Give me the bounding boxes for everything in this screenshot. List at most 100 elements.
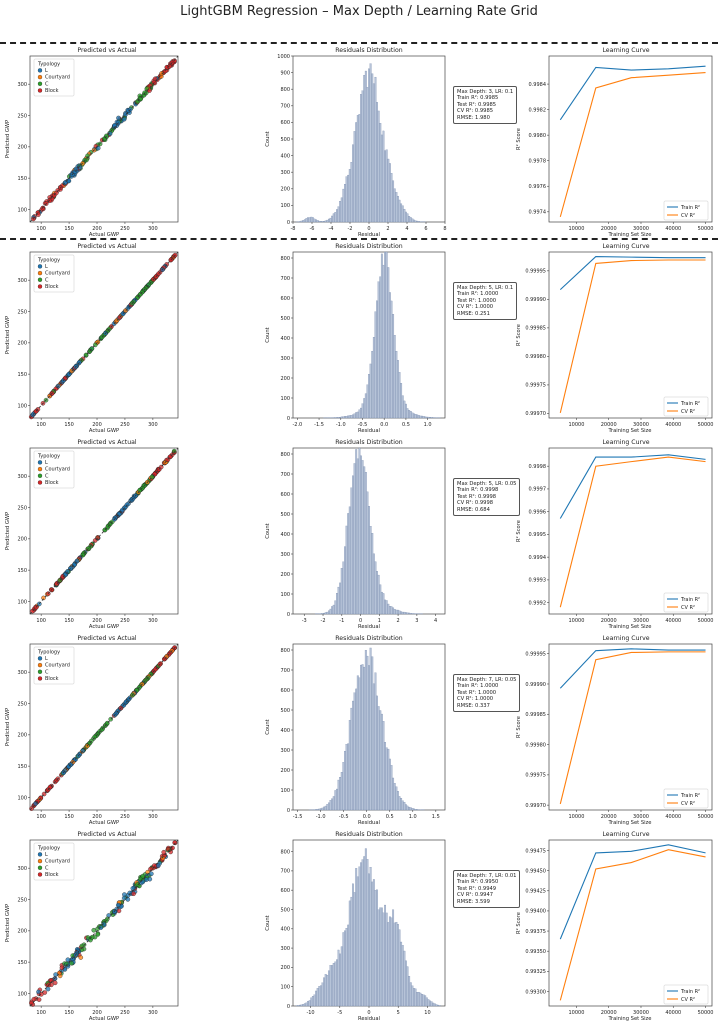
histogram-bar bbox=[299, 1004, 301, 1007]
scatter-y-tick-label: 150 bbox=[17, 960, 27, 966]
histogram-x-tick-label: 1.0 bbox=[424, 422, 432, 428]
scatter-y-tick-label: 300 bbox=[17, 866, 27, 872]
histogram-bar bbox=[364, 70, 367, 223]
legend-marker-courtyard bbox=[37, 662, 43, 668]
histogram-bar bbox=[419, 992, 422, 1007]
metric-line: Train R²: 0.9950 bbox=[457, 879, 499, 886]
legend-entry: Train R² bbox=[680, 597, 700, 603]
histogram-bar bbox=[377, 706, 380, 811]
panel-title: Learning Curve bbox=[602, 635, 649, 642]
histogram-bar bbox=[321, 221, 324, 223]
cv-r2-line bbox=[559, 651, 706, 805]
scatter-x-tick-label: 200 bbox=[92, 226, 102, 232]
learning-curve-y-tick-label: 0.99995 bbox=[525, 651, 546, 657]
panel-title: Residuals Distribution bbox=[335, 635, 402, 642]
histogram-bar bbox=[371, 881, 374, 1007]
histogram-bar bbox=[360, 862, 362, 1007]
legend-marker-l bbox=[37, 460, 43, 465]
scatter-x-tick-label: 300 bbox=[148, 618, 158, 624]
learning-curve-x-tick-label: 50000 bbox=[698, 618, 714, 624]
scatter-x-tick-label: 150 bbox=[64, 422, 74, 428]
histogram-bar bbox=[393, 783, 396, 811]
histogram-bar bbox=[400, 798, 403, 811]
scatter-point bbox=[101, 921, 107, 927]
histogram-bar bbox=[403, 611, 406, 615]
y-axis-label: R² Score bbox=[516, 520, 522, 542]
model-metrics-box: Max Depth: 7, LR: 0.05 Train R²: 1.0000 Te… bbox=[453, 674, 521, 713]
histogram-bar bbox=[305, 1002, 308, 1007]
histogram-bar bbox=[299, 221, 301, 223]
scatter-plot-frame bbox=[29, 55, 179, 223]
histogram-bar bbox=[424, 995, 427, 1007]
histogram-bar bbox=[400, 941, 403, 1007]
histogram-bar bbox=[395, 609, 398, 615]
histogram-bar bbox=[421, 994, 423, 1007]
learning-curve-x-tick-label: 40000 bbox=[665, 1010, 681, 1016]
histogram-bar bbox=[395, 351, 398, 419]
scatter-point bbox=[73, 166, 79, 172]
y-axis-label: Count bbox=[265, 719, 271, 734]
histogram-bar bbox=[350, 162, 353, 223]
histogram-y-tick-label: 800 bbox=[280, 256, 290, 262]
learning-curve-legend: Train R² CV R² bbox=[663, 592, 709, 613]
histogram-bar bbox=[385, 912, 388, 1007]
legend-marker-block bbox=[37, 480, 43, 485]
learning-curve-x-tick-label: 20000 bbox=[601, 814, 617, 820]
metric-line: Max Depth: 5, LR: 0.05 bbox=[457, 481, 517, 487]
scatter-point bbox=[144, 877, 149, 882]
histogram-bar bbox=[342, 762, 345, 811]
scatter-point bbox=[78, 955, 84, 960]
learning-curve-y-tick-label: 0.99970 bbox=[525, 803, 546, 809]
histogram-bar bbox=[369, 647, 372, 811]
histogram-bar bbox=[409, 613, 412, 615]
histogram-bar bbox=[364, 393, 367, 419]
predicted-vs-actual-chart: Predicted vs Actual 100 150 200 250 300 100 150… bbox=[5, 243, 179, 434]
histogram-bar bbox=[405, 804, 407, 811]
learning-curve-legend: Train R² CV R² bbox=[663, 788, 709, 809]
y-axis-label: Predicted GWP bbox=[5, 904, 11, 942]
learning-curve-x-tick-label: 50000 bbox=[698, 422, 714, 428]
histogram-bar bbox=[413, 808, 415, 811]
panel-title: Learning Curve bbox=[602, 47, 649, 54]
x-axis-label: Training Set Size bbox=[608, 232, 652, 238]
histogram-x-tick-label: -8 bbox=[291, 226, 296, 232]
histogram-bar bbox=[356, 458, 359, 615]
legend-title: Typology bbox=[37, 258, 60, 264]
histogram-y-tick-label: 500 bbox=[280, 907, 290, 913]
learning-curve-y-tick-label: 0.99990 bbox=[525, 682, 546, 688]
histogram-bar bbox=[409, 807, 412, 811]
histogram-bar bbox=[384, 904, 387, 1007]
train-r2-line bbox=[559, 648, 706, 689]
histogram-bar bbox=[387, 748, 390, 811]
scatter-y-tick-label: 200 bbox=[17, 341, 27, 347]
histogram-x-tick-label: -1.5 bbox=[293, 814, 303, 820]
histogram-bar bbox=[324, 612, 327, 615]
histogram-x-tick-label: 4 bbox=[434, 618, 437, 624]
scatter-point bbox=[95, 932, 101, 937]
histogram-bar bbox=[379, 584, 382, 615]
histogram-bar bbox=[326, 974, 329, 1007]
histogram-bar bbox=[342, 188, 345, 223]
histogram-bar bbox=[345, 176, 348, 223]
histogram-bar bbox=[385, 600, 388, 615]
learning-curve-y-tick-label: 0.9976 bbox=[529, 184, 547, 190]
histogram-bar bbox=[302, 220, 305, 223]
histogram-x-tick-label: 3 bbox=[415, 618, 418, 624]
cv-r2-line bbox=[559, 72, 706, 218]
metric-line: Train R²: 0.9998 bbox=[457, 487, 499, 494]
histogram-bar bbox=[406, 612, 409, 615]
histogram-bar bbox=[355, 688, 358, 811]
histogram-bar bbox=[344, 416, 346, 419]
histogram-bar bbox=[368, 374, 370, 419]
histogram-bar bbox=[379, 710, 382, 811]
histogram-bar bbox=[395, 921, 398, 1007]
learning-curve-y-tick-label: 0.99985 bbox=[525, 712, 546, 718]
histogram-bar bbox=[355, 122, 358, 223]
learning-curve-x-tick-label: 10000 bbox=[568, 1010, 584, 1016]
histogram-y-tick-label: 800 bbox=[280, 452, 290, 458]
predicted-vs-actual-panel: Predicted vs Actual 100 150 200 250 300 100 150… bbox=[0, 240, 185, 436]
panel-title: Predicted vs Actual bbox=[77, 439, 137, 446]
histogram-bar bbox=[315, 219, 318, 223]
learning-curve-y-tick-label: 0.9984 bbox=[529, 82, 547, 88]
